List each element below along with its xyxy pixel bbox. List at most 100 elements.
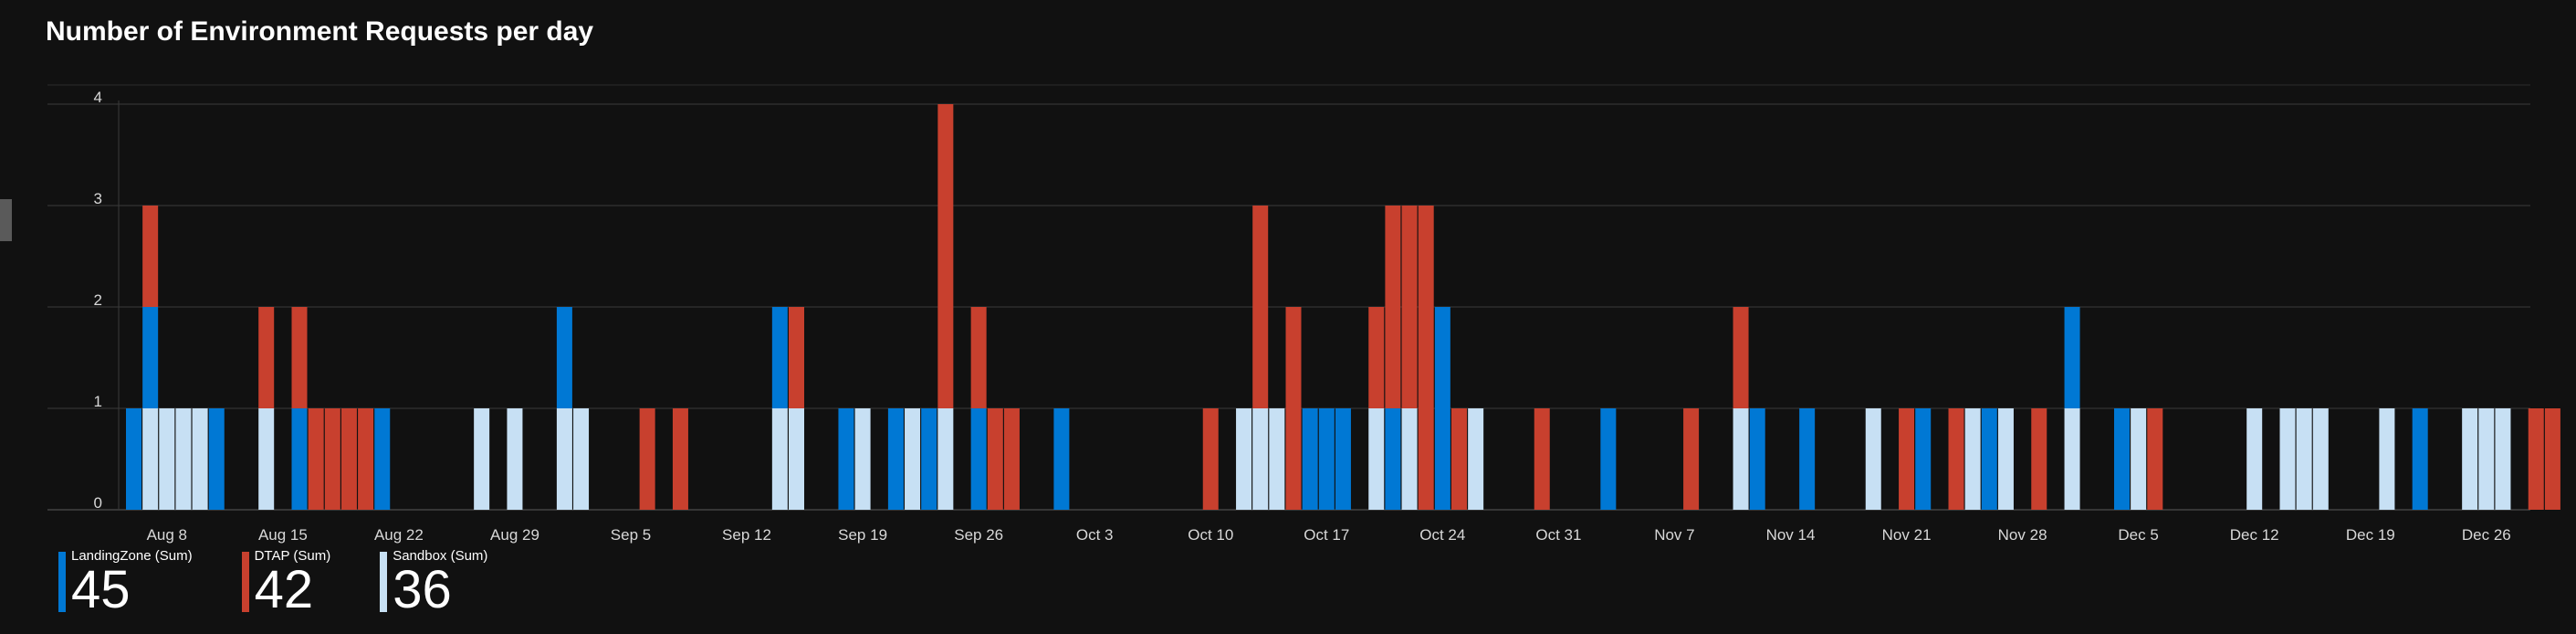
- bar-segment[interactable]: [1252, 408, 1269, 510]
- bar-segment[interactable]: [789, 408, 804, 510]
- bar-segment[interactable]: [1534, 408, 1550, 510]
- bar-segment[interactable]: [1318, 408, 1335, 510]
- bar-segment[interactable]: [1335, 408, 1351, 510]
- bar-segment[interactable]: [1600, 408, 1617, 510]
- bar-segment[interactable]: [2379, 408, 2395, 510]
- bar-segment[interactable]: [192, 408, 208, 510]
- bar-segment[interactable]: [1948, 408, 1964, 510]
- bar-segment[interactable]: [2412, 408, 2428, 510]
- bar-segment[interactable]: [2528, 408, 2544, 510]
- bar-segment[interactable]: [2495, 408, 2511, 510]
- bar-segment[interactable]: [1401, 408, 1418, 510]
- bar-segment[interactable]: [887, 408, 904, 510]
- bar-segment[interactable]: [2462, 408, 2478, 510]
- bar-segment[interactable]: [789, 307, 804, 408]
- bar-segment[interactable]: [2246, 408, 2263, 510]
- bar-segment[interactable]: [987, 408, 1003, 510]
- bar-segment[interactable]: [905, 408, 921, 510]
- side-collapse-handle[interactable]: [0, 199, 12, 241]
- bar-segment[interactable]: [358, 408, 374, 510]
- bar-segment[interactable]: [1401, 206, 1418, 408]
- legend-series-name: DTAP (Sum): [254, 548, 331, 564]
- bar-segment[interactable]: [374, 408, 391, 510]
- bar-segment[interactable]: [1053, 408, 1070, 510]
- bar-segment[interactable]: [175, 408, 192, 510]
- bar-segment[interactable]: [573, 408, 590, 510]
- x-tick-label: Nov 21: [1882, 526, 1932, 544]
- x-tick-label: Oct 31: [1535, 526, 1581, 544]
- bar-segment[interactable]: [1964, 408, 1981, 510]
- y-tick-label: 0: [94, 494, 102, 512]
- x-tick-label: Aug 22: [374, 526, 424, 544]
- bar-segment[interactable]: [1368, 307, 1385, 408]
- bar-segment[interactable]: [308, 408, 324, 510]
- bar-segment[interactable]: [556, 408, 572, 510]
- bar-segment[interactable]: [921, 408, 937, 510]
- bar-segment[interactable]: [1434, 307, 1450, 510]
- bar-segment[interactable]: [1285, 307, 1302, 510]
- bar-segment[interactable]: [1418, 206, 1434, 510]
- bar-segment[interactable]: [2114, 408, 2130, 510]
- bar-segment[interactable]: [1302, 408, 1318, 510]
- bar-segment[interactable]: [970, 307, 987, 408]
- bar-segment[interactable]: [474, 408, 490, 510]
- bar-segment[interactable]: [258, 307, 275, 408]
- bar-segment[interactable]: [1997, 408, 2014, 510]
- bar-segment[interactable]: [1385, 408, 1401, 510]
- bar-segment[interactable]: [1981, 408, 1997, 510]
- bar-segment[interactable]: [1468, 408, 1484, 510]
- bar-segment[interactable]: [1733, 408, 1749, 510]
- bar-segment[interactable]: [1385, 206, 1401, 408]
- bar-segment[interactable]: [1451, 408, 1467, 510]
- bar-segment[interactable]: [1915, 408, 1932, 510]
- bar-segment[interactable]: [556, 307, 572, 408]
- bar-segment[interactable]: [639, 408, 655, 510]
- bar-segment[interactable]: [159, 408, 175, 510]
- bar-segment[interactable]: [340, 408, 357, 510]
- legend-item[interactable]: Sandbox (Sum) 36: [380, 548, 487, 617]
- bar-segment[interactable]: [1236, 408, 1252, 510]
- bar-segment[interactable]: [771, 408, 788, 510]
- bar-segment[interactable]: [1683, 408, 1700, 510]
- bar-segment[interactable]: [771, 307, 788, 408]
- bar-segment[interactable]: [838, 408, 854, 510]
- bar-segment[interactable]: [208, 408, 225, 510]
- bar-segment[interactable]: [2279, 408, 2296, 510]
- bar-segment[interactable]: [2312, 408, 2329, 510]
- bar-segment[interactable]: [1003, 408, 1020, 510]
- x-tick-label: Dec 5: [2118, 526, 2158, 544]
- bar-segment[interactable]: [937, 104, 954, 408]
- bar-segment[interactable]: [2147, 408, 2163, 510]
- bar-segment[interactable]: [258, 408, 275, 510]
- bar-segment[interactable]: [2478, 408, 2495, 510]
- bar-segment[interactable]: [2544, 408, 2560, 510]
- bar-segment[interactable]: [2131, 408, 2147, 510]
- bar-segment[interactable]: [291, 307, 308, 408]
- bar-segment[interactable]: [672, 408, 688, 510]
- bar-segment[interactable]: [507, 408, 523, 510]
- bar-segment[interactable]: [2296, 408, 2312, 510]
- bar-segment[interactable]: [291, 408, 308, 510]
- bar-segment[interactable]: [324, 408, 340, 510]
- bar-segment[interactable]: [1899, 408, 1915, 510]
- bar-segment[interactable]: [970, 408, 987, 510]
- bar-segment[interactable]: [126, 408, 141, 510]
- bar-segment[interactable]: [142, 408, 159, 510]
- bar-segment[interactable]: [1368, 408, 1385, 510]
- bar-segment[interactable]: [1269, 408, 1285, 510]
- bar-segment[interactable]: [854, 408, 871, 510]
- bar-segment[interactable]: [1865, 408, 1881, 510]
- bar-segment[interactable]: [1749, 408, 1765, 510]
- bar-segment[interactable]: [1202, 408, 1219, 510]
- bar-segment[interactable]: [142, 307, 159, 408]
- bar-segment[interactable]: [2064, 408, 2080, 510]
- bar-segment[interactable]: [937, 408, 954, 510]
- legend-item[interactable]: DTAP (Sum) 42: [241, 548, 331, 617]
- bar-segment[interactable]: [1733, 307, 1749, 408]
- bar-segment[interactable]: [1799, 408, 1816, 510]
- bar-segment[interactable]: [2064, 307, 2080, 408]
- bar-segment[interactable]: [2031, 408, 2047, 510]
- legend-item[interactable]: LandingZone (Sum) 45: [58, 548, 193, 617]
- bar-segment[interactable]: [1252, 206, 1269, 408]
- bar-segment[interactable]: [142, 206, 159, 307]
